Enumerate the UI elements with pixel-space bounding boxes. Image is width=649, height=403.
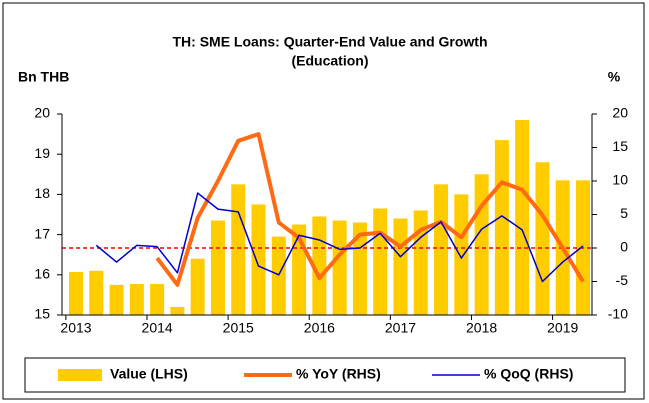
bar bbox=[271, 236, 286, 315]
y2-tick-label: 20 bbox=[612, 105, 628, 121]
bar bbox=[210, 220, 225, 315]
x-tick-label: 2018 bbox=[466, 320, 497, 336]
bar bbox=[109, 284, 124, 315]
legend-label: % YoY (RHS) bbox=[296, 366, 381, 382]
bar bbox=[332, 220, 347, 315]
bar bbox=[190, 258, 205, 315]
bar bbox=[170, 306, 185, 315]
x-tick-label: 2017 bbox=[385, 320, 416, 336]
legend bbox=[24, 357, 626, 393]
bar bbox=[474, 174, 489, 315]
y-tick-label: 20 bbox=[34, 105, 50, 121]
x-tick-label: 2013 bbox=[60, 320, 91, 336]
y-tick-label: 16 bbox=[34, 266, 50, 282]
x-tick-label: 2016 bbox=[304, 320, 335, 336]
y-tick-label: 19 bbox=[34, 145, 50, 161]
y2-tick-label: -10 bbox=[608, 306, 628, 322]
bar bbox=[393, 218, 408, 315]
y2-tick-label: -5 bbox=[616, 272, 629, 288]
y-tick-label: 18 bbox=[34, 185, 50, 201]
legend-label: Value (LHS) bbox=[110, 366, 188, 382]
bar bbox=[454, 194, 469, 315]
y2-tick-label: 5 bbox=[620, 205, 628, 221]
y-tick-label: 15 bbox=[34, 306, 50, 322]
bar bbox=[434, 184, 449, 315]
legend-label: % QoQ (RHS) bbox=[484, 366, 573, 382]
bar bbox=[535, 162, 550, 315]
y2-tick-label: 0 bbox=[620, 239, 628, 255]
x-tick-label: 2015 bbox=[223, 320, 254, 336]
bar bbox=[251, 204, 266, 315]
chart-title: (Education) bbox=[292, 53, 369, 69]
bar bbox=[150, 284, 165, 315]
line-series bbox=[95, 192, 584, 283]
y-tick-label: 17 bbox=[34, 225, 50, 241]
bar bbox=[515, 120, 530, 315]
bar bbox=[494, 140, 509, 315]
chart-title: TH: SME Loans: Quarter-End Value and Gro… bbox=[172, 34, 487, 50]
x-tick-label: 2019 bbox=[547, 320, 578, 336]
y2-tick-label: 15 bbox=[612, 138, 628, 154]
bar bbox=[69, 271, 83, 315]
bar bbox=[89, 270, 104, 315]
y2-axis-label: % bbox=[608, 69, 621, 85]
bar bbox=[129, 284, 144, 315]
bar bbox=[413, 210, 428, 315]
y-axis-label: Bn THB bbox=[18, 69, 69, 85]
y2-tick-label: 10 bbox=[612, 172, 628, 188]
bar bbox=[231, 184, 246, 315]
legend-swatch bbox=[58, 369, 102, 381]
x-tick-label: 2014 bbox=[142, 320, 173, 336]
line-series bbox=[155, 132, 585, 287]
bar bbox=[373, 208, 388, 315]
